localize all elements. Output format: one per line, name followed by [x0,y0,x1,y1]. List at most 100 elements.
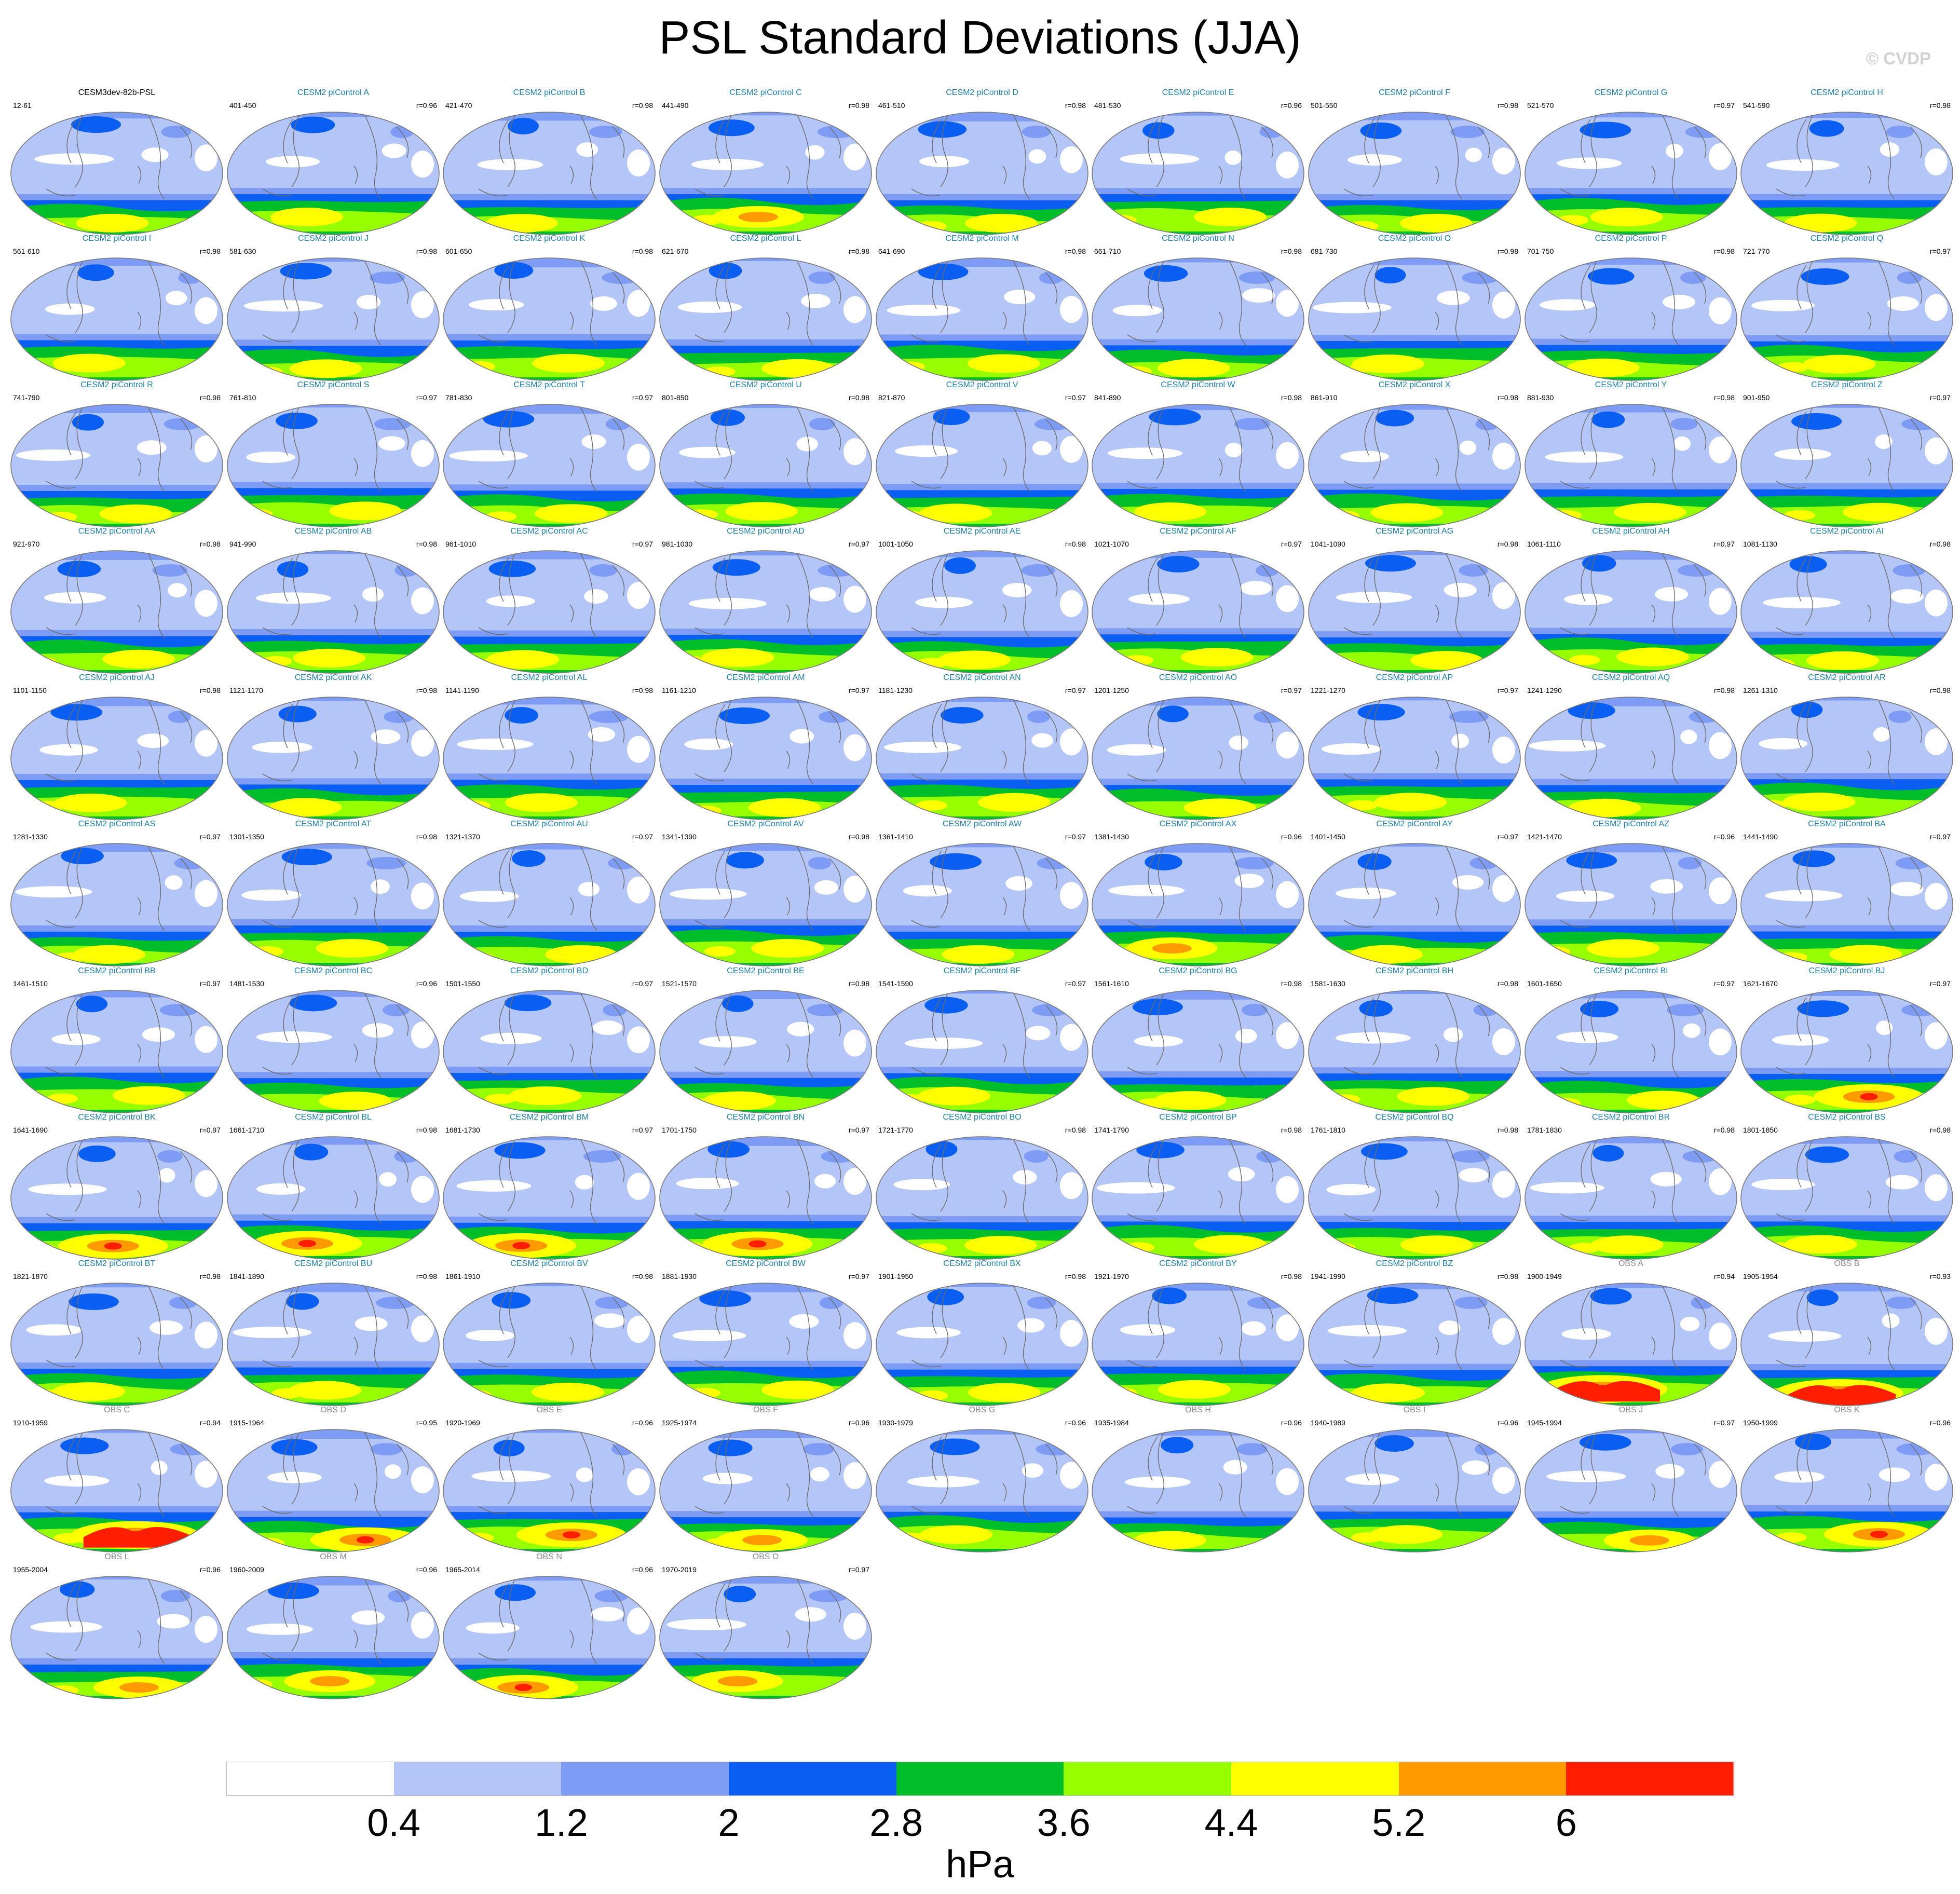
map-field [75,990,87,1066]
map-field [443,816,655,820]
map-projection [659,1136,872,1260]
map-projection [10,990,223,1113]
map-field [280,263,332,280]
map-projection [1092,550,1304,674]
map-field [411,1315,434,1343]
map-panel: 1461-1510 CESM2 piControl BB r=0.97 [9,963,225,1113]
map-field [364,845,382,931]
panel-years-label: 1361-1410 [878,833,913,841]
map-field [1345,1391,1377,1401]
panel-years-label: 441-490 [662,101,689,110]
panel-dataset-label: CESM2 piControl AC [510,527,588,536]
map-field [932,265,942,309]
map-field [99,504,172,523]
map-field [796,1578,814,1664]
panel-years-label: 1101-1150 [13,686,47,694]
map-field [1436,290,1470,305]
map-field [1224,150,1242,165]
map-field [411,1021,434,1049]
map-panel: 1521-1570 CESM2 piControl BE r=0.98 [658,963,874,1113]
map-field [1877,1285,1895,1371]
map-field [1877,552,1895,638]
map-field [1335,1032,1411,1044]
map-field [10,697,223,820]
map-field [1013,552,1030,638]
map-field [940,404,952,480]
map-field [47,1093,78,1104]
map-field [876,1136,1088,1260]
panel-dataset-label: CESM2 piControl AL [511,673,588,682]
map-field [1741,258,1953,263]
map-field [1867,311,1872,330]
panel-dataset-label: CESM2 piControl B [513,88,586,97]
map-field [919,503,992,523]
panel-dataset-label: CESM2 piControl R [80,380,153,389]
map-field [1229,735,1249,750]
map-field [724,697,736,772]
map-field [483,411,535,428]
map-field [1013,260,1030,346]
map-field [291,1576,304,1652]
map-field [1107,744,1166,756]
panel-years-label: 1281-1330 [13,833,48,841]
map-field [443,1576,655,1581]
map-field [803,1443,835,1455]
panel-dataset-label: OBS M [320,1552,347,1561]
map-field [262,1213,292,1221]
map-field [11,524,223,527]
map-field [371,729,401,744]
map-panel: 1181-1230 CESM2 piControl AN r=0.97 [874,670,1090,820]
map-field [75,843,87,919]
map-field [267,1471,322,1483]
panel-dataset-label: OBS I [1403,1406,1426,1414]
map-field [1901,418,1940,430]
map-projection [1092,257,1304,381]
map-field [1364,411,1374,456]
map-field [34,221,66,231]
map-field [463,952,495,963]
map-field [384,711,414,723]
map-field [611,1443,634,1455]
map-field [1445,260,1463,346]
map-projection [659,404,872,527]
map-field [1360,1143,1408,1160]
map-projection [227,1283,440,1406]
panel-correlation-label: r=0.98 [199,393,221,402]
panel-correlation-label: r=0.98 [1713,1126,1735,1134]
map-field [1060,1172,1083,1200]
map-field [1045,1004,1058,1037]
panel-years-label: 1341-1390 [662,833,697,841]
panel-dataset-label: CESM2 piControl C [729,88,802,97]
colorbar-box [729,1762,897,1796]
map-field [1740,1429,1953,1552]
map-field [255,592,332,604]
map-field [478,1213,508,1221]
map-field [1443,1027,1463,1042]
map-field [1560,627,1590,635]
map-field [580,114,597,200]
map-field [932,704,942,748]
map-projection [10,112,223,235]
map-field [382,1004,410,1016]
panel-correlation-label: r=0.98 [1497,101,1518,110]
map-field [569,458,574,476]
map-field [252,741,313,753]
panel-dataset-label: CESM2 piControl BG [1159,966,1237,975]
map-field [932,1290,942,1334]
map-field [1261,1443,1274,1476]
map-field [1218,1483,1223,1502]
map-panel: 1001-1050 CESM2 piControl AE r=0.98 [874,524,1090,674]
map-field [1364,704,1374,748]
map-field [1801,268,1849,285]
map-projection [1308,257,1521,381]
map-field [396,857,409,890]
map-field [915,596,973,608]
map-field [443,843,655,850]
map-field [396,1443,409,1476]
map-field [876,550,1088,674]
map-field [1229,1138,1246,1224]
map-field [459,890,519,902]
map-field [11,670,223,673]
map-projection [443,1136,656,1260]
